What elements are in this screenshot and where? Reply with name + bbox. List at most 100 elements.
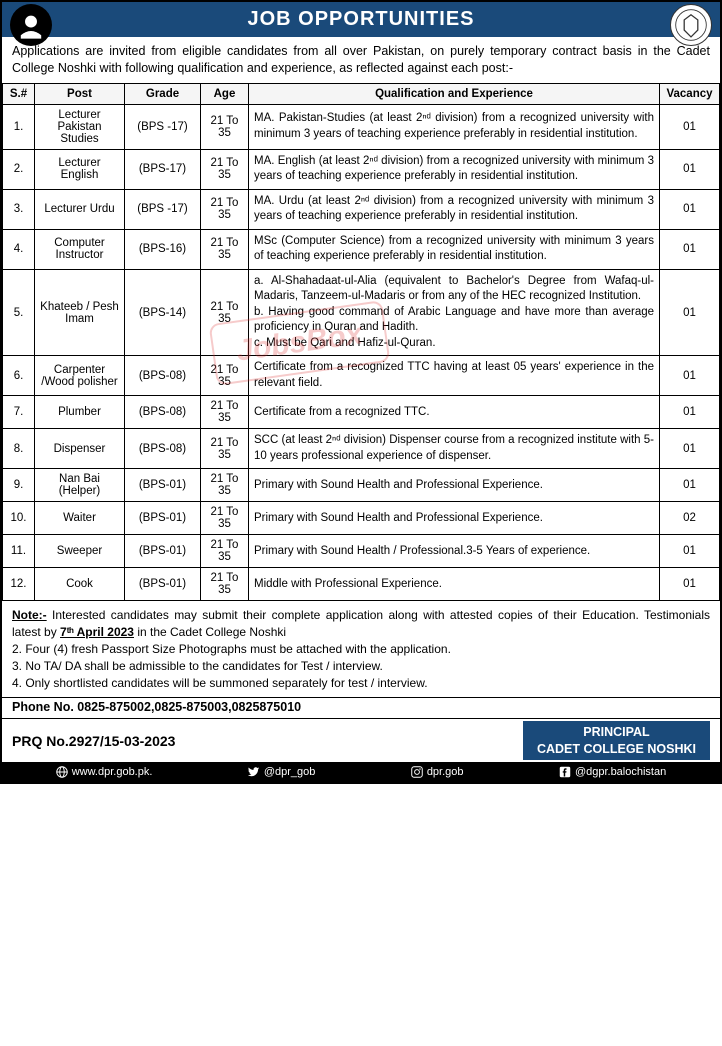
table-row: 12.Cook(BPS-01)21 To 35Middle with Profe… [3, 568, 720, 601]
cell-grade: (BPS -17) [125, 104, 201, 149]
logo-right [670, 4, 712, 46]
cell-post: Sweeper [35, 535, 125, 568]
cell-age: 21 To 35 [201, 104, 249, 149]
document-container: JOB OPPORTUNITIES Applications are invit… [0, 0, 722, 784]
cell-vac: 01 [660, 469, 720, 502]
col-post: Post [35, 83, 125, 104]
table-body: 1.Lecturer Pakistan Studies(BPS -17)21 T… [3, 104, 720, 601]
cell-post: Khateeb / Pesh Imam [35, 269, 125, 356]
col-vac: Vacancy [660, 83, 720, 104]
cell-age: 21 To 35 [201, 469, 249, 502]
table-row: 3.Lecturer Urdu(BPS -17)21 To 35MA. Urdu… [3, 189, 720, 229]
table-row: 5.Khateeb / Pesh Imam(BPS-14)21 To 35a. … [3, 269, 720, 356]
globe-icon [56, 766, 68, 778]
emblem-left-icon [14, 8, 48, 42]
cell-age: 21 To 35 [201, 502, 249, 535]
cell-age: 21 To 35 [201, 568, 249, 601]
instagram-icon [411, 766, 423, 778]
cell-grade: (BPS-17) [125, 149, 201, 189]
cell-sn: 8. [3, 429, 35, 469]
cell-qual: a. Al-Shahadaat-ul-Alia (equivalent to B… [249, 269, 660, 356]
footer-fb-text: @dgpr.balochistan [575, 766, 666, 778]
cell-age: 21 To 35 [201, 535, 249, 568]
cell-post: Plumber [35, 396, 125, 429]
cell-vac: 01 [660, 269, 720, 356]
cell-grade: (BPS-01) [125, 568, 201, 601]
cell-sn: 1. [3, 104, 35, 149]
page-title: JOB OPPORTUNITIES [247, 8, 474, 31]
footer-web: www.dpr.gob.pk. [56, 766, 153, 778]
table-row: 6.Carpenter /Wood polisher(BPS-08)21 To … [3, 356, 720, 396]
note-deadline: 7ᵗʰ April 2023 [60, 625, 134, 639]
cell-qual: MA. English (at least 2ⁿᵈ division) from… [249, 149, 660, 189]
logo-left [10, 4, 52, 46]
principal-line2: CADET COLLEGE NOSHKI [537, 741, 696, 757]
table-row: 8.Dispenser(BPS-08)21 To 35SCC (at least… [3, 429, 720, 469]
cell-grade: (BPS -17) [125, 189, 201, 229]
cell-age: 21 To 35 [201, 356, 249, 396]
table-header: S.# Post Grade Age Qualification and Exp… [3, 83, 720, 104]
cell-vac: 01 [660, 356, 720, 396]
note-4: 4. Only shortlisted candidates will be s… [12, 676, 428, 690]
cell-grade: (BPS-14) [125, 269, 201, 356]
cell-post: Computer Instructor [35, 229, 125, 269]
col-qual: Qualification and Experience [249, 83, 660, 104]
footer-twitter-text: @dpr_gob [264, 766, 316, 778]
principal-line1: PRINCIPAL [537, 724, 696, 740]
footer-insta: dpr.gob [411, 766, 464, 778]
col-grade: Grade [125, 83, 201, 104]
cell-vac: 01 [660, 568, 720, 601]
cell-vac: 02 [660, 502, 720, 535]
cell-qual: Middle with Professional Experience. [249, 568, 660, 601]
cell-post: Lecturer Pakistan Studies [35, 104, 125, 149]
jobs-table: S.# Post Grade Age Qualification and Exp… [2, 83, 720, 602]
cell-sn: 9. [3, 469, 35, 502]
cell-qual: MA. Pakistan-Studies (at least 2ⁿᵈ divis… [249, 104, 660, 149]
cell-vac: 01 [660, 229, 720, 269]
table-row: 11.Sweeper(BPS-01)21 To 35Primary with S… [3, 535, 720, 568]
cell-post: Nan Bai (Helper) [35, 469, 125, 502]
cell-age: 21 To 35 [201, 149, 249, 189]
phone-row: Phone No. 0825-875002,0825-875003,082587… [2, 697, 720, 718]
cell-age: 21 To 35 [201, 269, 249, 356]
col-age: Age [201, 83, 249, 104]
prq-number: PRQ No.2927/15-03-2023 [12, 733, 175, 749]
cell-grade: (BPS-08) [125, 396, 201, 429]
cell-qual: Certificate from a recognized TTC having… [249, 356, 660, 396]
note-1b: in the Cadet College Noshki [134, 625, 286, 639]
table-row: 9.Nan Bai (Helper)(BPS-01)21 To 35Primar… [3, 469, 720, 502]
note-2: 2. Four (4) fresh Passport Size Photogra… [12, 642, 451, 656]
table-row: 10.Waiter(BPS-01)21 To 35Primary with So… [3, 502, 720, 535]
table-row: 2.Lecturer English(BPS-17)21 To 35MA. En… [3, 149, 720, 189]
cell-age: 21 To 35 [201, 189, 249, 229]
principal-block: PRINCIPAL CADET COLLEGE NOSHKI [523, 721, 710, 760]
cell-post: Lecturer Urdu [35, 189, 125, 229]
cell-vac: 01 [660, 104, 720, 149]
footer-insta-text: dpr.gob [427, 766, 464, 778]
cell-qual: MSc (Computer Science) from a recognized… [249, 229, 660, 269]
cell-post: Cook [35, 568, 125, 601]
cell-grade: (BPS-16) [125, 229, 201, 269]
cell-qual: Certificate from a recognized TTC. [249, 396, 660, 429]
note-3: 3. No TA/ DA shall be admissible to the … [12, 659, 383, 673]
header-bar: JOB OPPORTUNITIES [2, 2, 720, 37]
cell-qual: MA. Urdu (at least 2ⁿᵈ division) from a … [249, 189, 660, 229]
cell-vac: 01 [660, 535, 720, 568]
cell-grade: (BPS-08) [125, 429, 201, 469]
table-row: 4.Computer Instructor(BPS-16)21 To 35MSc… [3, 229, 720, 269]
twitter-icon [248, 766, 260, 778]
cell-sn: 6. [3, 356, 35, 396]
phone-numbers: Phone No. 0825-875002,0825-875003,082587… [12, 700, 301, 714]
cell-sn: 10. [3, 502, 35, 535]
table-row: 7.Plumber(BPS-08)21 To 35Certificate fro… [3, 396, 720, 429]
col-sn: S.# [3, 83, 35, 104]
cell-age: 21 To 35 [201, 429, 249, 469]
cell-grade: (BPS-01) [125, 535, 201, 568]
cell-post: Carpenter /Wood polisher [35, 356, 125, 396]
footer-twitter: @dpr_gob [248, 766, 316, 778]
cell-age: 21 To 35 [201, 396, 249, 429]
cell-sn: 3. [3, 189, 35, 229]
emblem-right-icon [674, 8, 708, 42]
cell-vac: 01 [660, 189, 720, 229]
cell-post: Lecturer English [35, 149, 125, 189]
